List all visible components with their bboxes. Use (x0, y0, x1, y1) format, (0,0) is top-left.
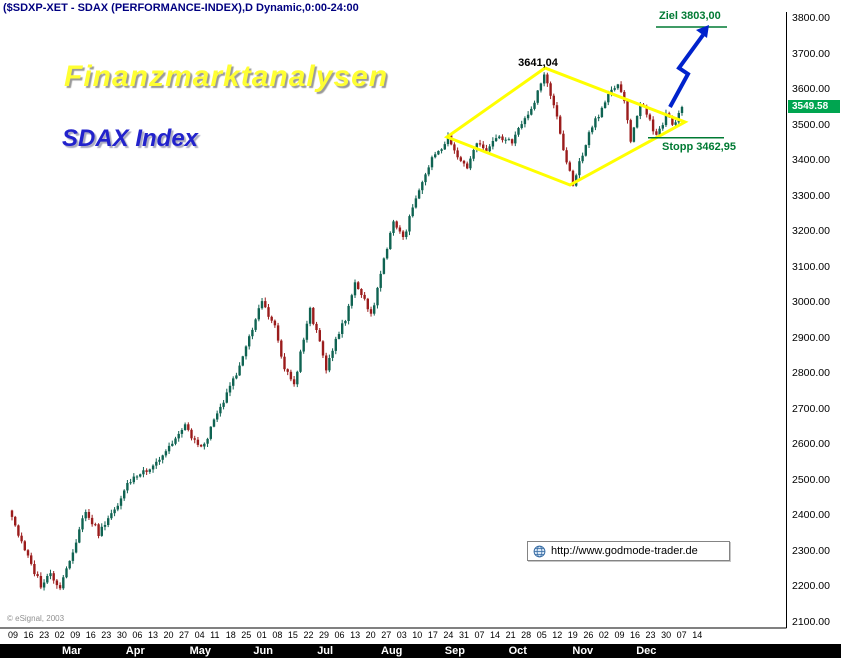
date-axis-label: 07 (676, 630, 687, 640)
projection-arrow (668, 33, 705, 108)
month-label: Aug (381, 645, 403, 657)
price-axis-label: 3200.00 (792, 225, 830, 238)
price-axis-label: 3000.00 (792, 296, 830, 309)
date-axis-label: 29 (319, 630, 330, 640)
month-label: Apr (125, 645, 145, 657)
stop-label: Stopp 3462,95 (662, 140, 736, 153)
price-axis-label: 3300.00 (792, 189, 830, 202)
date-axis-label: 20 (365, 630, 376, 640)
date-axis-label: 16 (85, 630, 96, 640)
date-axis-label: 02 (598, 630, 609, 640)
date-axis-label: 17 (427, 630, 438, 640)
price-axis-label: 2200.00 (792, 580, 830, 593)
date-axis-label: 16 (630, 630, 641, 640)
date-axis-label: 09 (614, 630, 625, 640)
candles-layer (10, 72, 684, 591)
price-axis: 3800.00 3700.00 3600.00 3500.00 3400.00 3300.… (792, 0, 841, 644)
date-axis-label: 27 (179, 630, 190, 640)
price-axis-label: 2900.00 (792, 331, 830, 344)
price-axis-label: 3700.00 (792, 47, 830, 60)
date-axis-label: 18 (225, 630, 236, 640)
date-axis-label: 23 (39, 630, 50, 640)
month-label: Dec (636, 645, 657, 657)
date-axis-label: 30 (661, 630, 672, 640)
date-axis-label: 16 (23, 630, 34, 640)
date-axis-label: 26 (583, 630, 594, 640)
price-axis-label: 3400.00 (792, 154, 830, 167)
price-axis-label: 2100.00 (792, 616, 830, 628)
watermark-finanzmarktanalysen: Finanzmarktanalysen (64, 60, 389, 93)
date-axis-label: 28 (521, 630, 532, 640)
copyright-note: © eSignal, 2003 (7, 614, 65, 623)
date-axis-label: 13 (350, 630, 361, 640)
godmode-trader-url: http://www.godmode-trader.de (551, 545, 698, 557)
date-axis-label: 21 (505, 630, 516, 640)
diamond-pattern-overlay (443, 66, 689, 187)
month-label: Oct (508, 645, 527, 657)
date-axis-label: 07 (474, 630, 485, 640)
date-axis-label: 19 (567, 630, 578, 640)
price-axis-label: 3600.00 (792, 83, 830, 96)
date-axis-label: 10 (412, 630, 423, 640)
price-axis-label: 2300.00 (792, 544, 830, 557)
month-label: Jul (317, 645, 334, 657)
date-axis-label: 14 (490, 630, 501, 640)
month-label: Jun (253, 645, 273, 657)
date-axis-label: 12 (552, 630, 563, 640)
month-label: Mar (62, 645, 82, 657)
month-strip: Mar Apr May Jun Jul Aug Sep Oct Nov Dec (0, 644, 841, 658)
month-label: Nov (572, 645, 594, 657)
date-axis-label: 14 (692, 630, 703, 640)
chart-title: ($SDXP-XET - SDAX (PERFORMANCE-INDEX),D … (3, 2, 359, 14)
date-axis-label: 04 (194, 630, 205, 640)
date-axis-label: 24 (443, 630, 454, 640)
globe-icon (533, 545, 546, 557)
godmode-trader-link-box[interactable]: http://www.godmode-trader.de (527, 541, 730, 561)
date-axis-label: 23 (101, 630, 112, 640)
month-label: Sep (444, 645, 465, 657)
price-axis-label: 2800.00 (792, 367, 830, 380)
date-axis-label: 13 (147, 630, 158, 640)
price-axis-label: 2700.00 (792, 402, 830, 415)
peak-price-label: 3641,04 (518, 57, 558, 70)
date-axis-label: 03 (396, 630, 407, 640)
date-axis-label: 09 (70, 630, 81, 640)
date-axis-label: 25 (241, 630, 252, 640)
price-axis-label: 3500.00 (792, 118, 830, 131)
watermark-sdax-index: SDAX Index (62, 125, 199, 152)
price-axis-label: 2600.00 (792, 438, 830, 451)
date-axis-label: 09 (8, 630, 19, 640)
projection-arrow-head (696, 25, 709, 38)
date-axis-label: 22 (303, 630, 314, 640)
date-axis-label: 06 (132, 630, 143, 640)
date-axis-label: 15 (287, 630, 298, 640)
date-axis-label: 30 (116, 630, 127, 640)
last-price-tag: 3549.58 (788, 100, 840, 114)
date-axis-label: 20 (163, 630, 174, 640)
date-axis-label: 23 (645, 630, 656, 640)
date-axis-label: 02 (54, 630, 65, 640)
month-label: May (189, 645, 211, 657)
date-axis-label: 11 (210, 630, 220, 640)
date-axis-label: 31 (458, 630, 469, 640)
price-axis-label: 3100.00 (792, 260, 830, 273)
price-axis-label: 2500.00 (792, 473, 830, 486)
date-axis-label: 05 (536, 630, 547, 640)
date-axis-label: 06 (334, 630, 345, 640)
price-axis-label: 2400.00 (792, 509, 830, 522)
price-axis-label: 3800.00 (792, 12, 830, 24)
date-axis-label: 08 (272, 630, 283, 640)
target-label: Ziel 3803,00 (659, 10, 721, 22)
date-axis: 09 16 23 02 09 16 23 30 06 13 20 27 04 11 18 25 01 08 15 22… (0, 630, 790, 643)
date-axis-label: 01 (256, 630, 267, 640)
date-axis-label: 27 (381, 630, 392, 640)
